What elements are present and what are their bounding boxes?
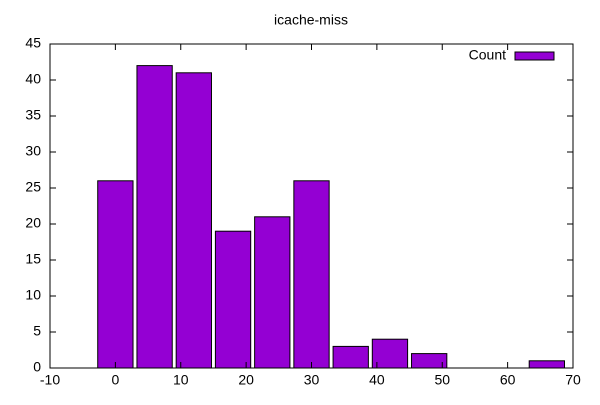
y-tick-label: 5 (33, 323, 41, 339)
x-tick-label: 0 (111, 372, 119, 388)
x-tick-label: 20 (238, 372, 254, 388)
y-tick-label: 15 (25, 251, 41, 267)
y-tick-label: 20 (25, 215, 41, 231)
y-tick-label: 35 (25, 107, 41, 123)
bar (175, 72, 212, 369)
bar (371, 338, 409, 369)
x-tick-label: 70 (565, 372, 581, 388)
x-tick-label: 60 (500, 372, 516, 388)
x-tick-label: 10 (173, 372, 189, 388)
y-tick-label: 45 (25, 35, 41, 51)
y-tick-label: 30 (25, 143, 41, 159)
bar (293, 180, 330, 369)
y-tick-label: 0 (33, 359, 41, 375)
bar (254, 216, 291, 369)
bar (97, 180, 134, 369)
legend-label: Count (469, 47, 506, 63)
x-tick-label: -10 (40, 372, 60, 388)
x-tick-label: 40 (369, 372, 385, 388)
y-tick-label: 10 (25, 287, 41, 303)
bar (332, 345, 369, 369)
bar (411, 353, 448, 369)
chart-title: icache-miss (274, 12, 348, 28)
x-tick-label: 30 (304, 372, 320, 388)
x-tick-label: 50 (434, 372, 450, 388)
bar (214, 230, 252, 369)
y-tick-label: 40 (25, 71, 41, 87)
bar (528, 360, 566, 369)
bar (136, 65, 173, 369)
legend-swatch (514, 51, 555, 61)
y-tick-label: 25 (25, 179, 41, 195)
